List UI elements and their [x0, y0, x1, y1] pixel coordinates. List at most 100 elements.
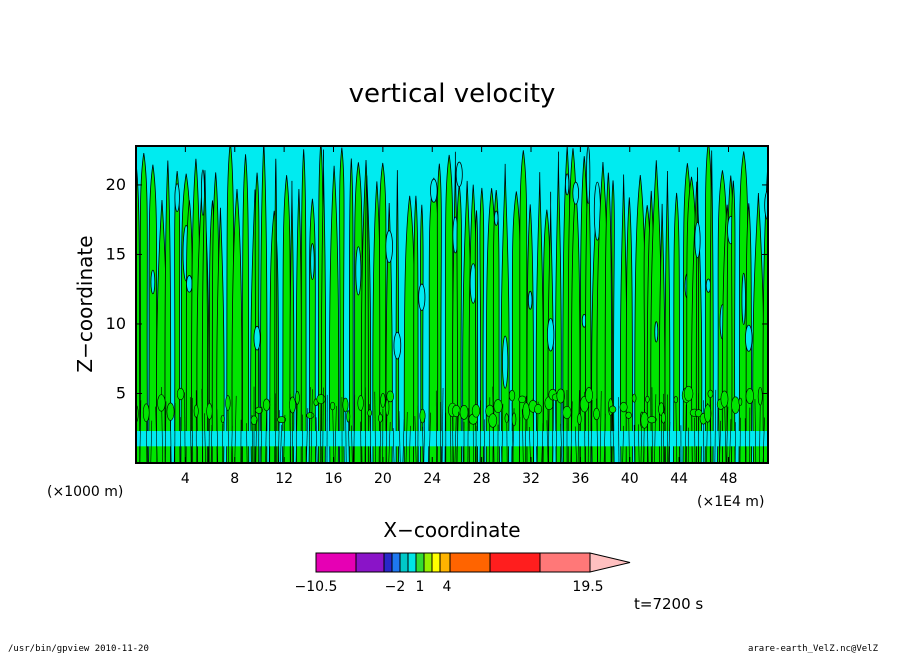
contour-blob [619, 401, 628, 413]
contour-line [710, 392, 712, 463]
contour-line [754, 399, 757, 463]
contour-band [364, 175, 369, 463]
contour-line [714, 389, 717, 463]
colorbar-swatch [399, 552, 409, 573]
y-axis-label: Z−coordinate [73, 235, 97, 372]
contour-band [320, 149, 327, 463]
contour-blob [585, 387, 593, 403]
x-unit-left: (×1000 m) [47, 484, 123, 500]
contour-band [625, 197, 633, 463]
contour-line [246, 423, 248, 463]
chart-title: vertical velocity [349, 79, 556, 109]
contour-line [577, 390, 580, 463]
colorbar-swatch [415, 552, 425, 573]
contour-line [392, 428, 395, 463]
colorbar-swatch [423, 552, 433, 573]
contour-band [201, 170, 209, 463]
contour-band [456, 184, 463, 463]
contour-line [548, 403, 550, 463]
contour-band [269, 210, 280, 463]
contour-line [603, 413, 606, 463]
x-tick-label: 8 [230, 471, 239, 487]
contour-line [189, 397, 192, 463]
contour-line [155, 406, 158, 463]
contour-line [612, 412, 615, 463]
contour-island [174, 183, 180, 213]
colorbar-label: 4 [443, 579, 452, 595]
contour-island [745, 324, 753, 352]
contour-blob [673, 396, 679, 404]
colorbar-swatch [539, 552, 591, 573]
contour-blob [518, 395, 527, 404]
contour-band [300, 149, 307, 463]
contour-line [320, 393, 322, 463]
x-tick-label: 44 [670, 471, 688, 487]
contour-line [280, 424, 282, 463]
colorbar-swatch [407, 552, 417, 573]
contour-band [444, 154, 454, 463]
contour-line [423, 418, 425, 463]
contour-blob [306, 412, 315, 419]
contour-blob [295, 391, 300, 405]
contour-line [283, 414, 286, 463]
contour-blob [660, 412, 666, 424]
contour-island [565, 173, 570, 196]
y-tick-label: 5 [116, 383, 126, 402]
plot-frame [135, 145, 769, 464]
contour-blob [504, 413, 509, 424]
lower-turbulent-layer [136, 385, 768, 463]
contour-line [590, 399, 593, 463]
contour-line [260, 406, 263, 463]
contour-line [409, 425, 411, 463]
contour-line [139, 400, 142, 463]
contour-island [455, 161, 463, 188]
contour-line [332, 403, 335, 463]
contour-blob [157, 394, 166, 412]
contour-line [563, 390, 565, 463]
contour-blob [593, 407, 600, 421]
contour-line [546, 420, 549, 463]
contour-line [308, 387, 311, 463]
contour-blob [451, 404, 461, 418]
x-tick-label: 20 [374, 471, 392, 487]
contour-line [759, 404, 761, 463]
contour-line [729, 419, 732, 463]
contour-blob [720, 390, 729, 408]
contour-line [150, 420, 153, 463]
contour-line [528, 426, 531, 463]
contour-band [420, 204, 424, 463]
contour-band [709, 150, 714, 463]
contour-band [474, 210, 479, 463]
cyan-band [136, 431, 768, 447]
contour-band [769, 157, 778, 468]
contour-line [204, 413, 206, 463]
contour-blob [757, 386, 763, 406]
y-tick-label: 10 [106, 314, 126, 333]
x-tick-label: 12 [275, 471, 293, 487]
contour-band [492, 190, 500, 463]
time-label: t=7200 s [634, 595, 703, 613]
contour-line [694, 417, 696, 463]
contour-blob [625, 411, 632, 419]
contour-blob [508, 389, 516, 402]
colorbar [315, 552, 631, 573]
colorbar-label: 1 [416, 579, 425, 595]
contour-blob [419, 408, 426, 424]
contour-blob [645, 395, 650, 403]
contour-line [622, 425, 624, 463]
colorbar-swatch [391, 552, 401, 573]
colorbar-swatch [315, 552, 357, 573]
contour-blob [556, 388, 565, 404]
contour-line [675, 396, 678, 463]
footer-left: /usr/bin/gpview 2010-11-20 [8, 644, 149, 654]
contour-island [355, 246, 362, 296]
contour-line [210, 425, 213, 463]
contour-blob [342, 397, 349, 413]
colorbar-labels: −10.5 −2 1 4 19.5 [295, 579, 604, 595]
contour-line [422, 426, 424, 463]
contour-blob [329, 401, 336, 411]
contour-island [418, 283, 426, 311]
contour-line [353, 394, 356, 463]
y-axis: 5 10 15 20 [106, 175, 768, 402]
contour-line [374, 391, 376, 463]
